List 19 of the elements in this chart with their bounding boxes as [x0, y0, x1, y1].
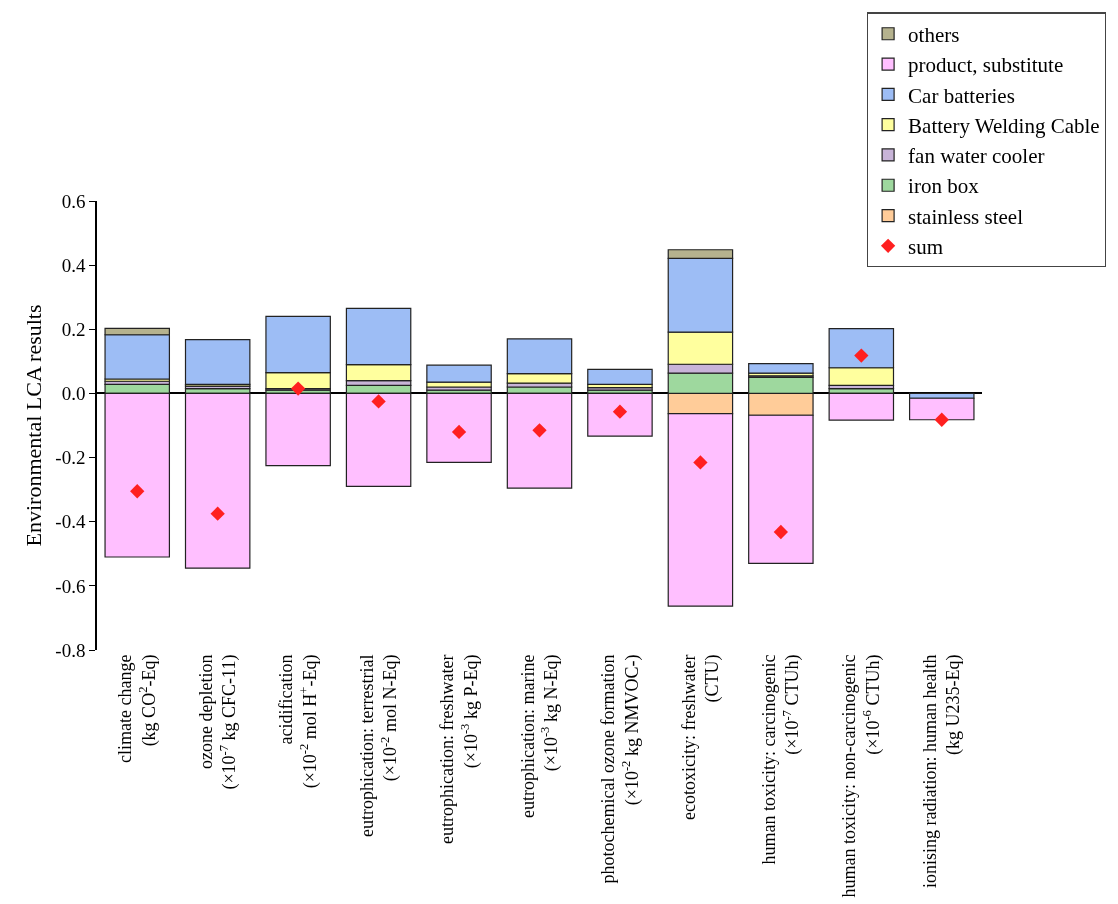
legend-label: others [908, 22, 960, 47]
legend-label: Battery Welding Cable [908, 113, 1100, 138]
legend-label: stainless steel [908, 204, 1024, 229]
legend-label: iron box [908, 174, 980, 199]
x-tick-label: ionising radiation: human health (kg U235-Eq) [919, 654, 965, 889]
legend-label: product, substitute [908, 53, 1064, 78]
y-tick-label: -0.8 [55, 639, 86, 661]
legend-label: Car batteries [908, 83, 1015, 108]
y-tick-label: 0.2 [61, 318, 86, 340]
legend-label: fan water cooler [908, 144, 1045, 169]
y-tick-label: -0.2 [55, 447, 86, 469]
y-tick-label: 0.4 [61, 254, 86, 276]
y-tick-label: 0.6 [61, 190, 86, 212]
y-tick-label: 0.0 [61, 383, 86, 405]
x-tick-label: ecotoxicity: freshwater (CTU) [678, 654, 723, 821]
y-tick-label: -0.6 [55, 575, 86, 597]
y-axis-title: Environmental LCA results [20, 304, 46, 547]
legend-label: sum [908, 235, 944, 260]
y-tick-label: -0.4 [55, 511, 86, 533]
